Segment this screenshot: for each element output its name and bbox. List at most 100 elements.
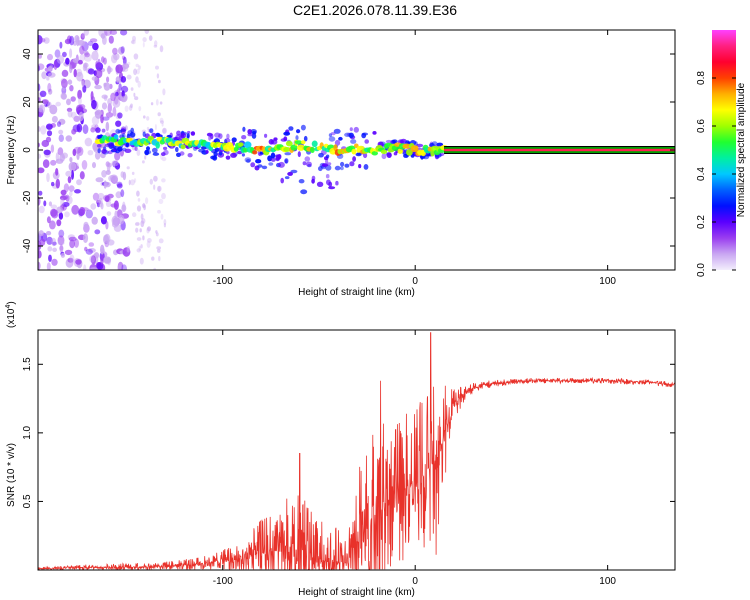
spectrogram-cell <box>38 63 45 70</box>
spectrogram-cell <box>416 143 424 148</box>
spectrogram-cell <box>81 80 85 87</box>
spectrogram-cell <box>69 239 75 249</box>
spectrogram-cell <box>67 79 73 85</box>
spectrogram-cell <box>50 159 57 166</box>
spectrogram-cell <box>67 257 74 263</box>
spectrogram-cell <box>59 245 64 251</box>
spectrogram-cell <box>60 189 67 196</box>
spectrogram-cell <box>38 104 43 113</box>
spectrogram-cell <box>41 99 49 104</box>
spectrogram-cell <box>105 121 110 132</box>
spectrogram-cell <box>87 68 95 75</box>
spectrogram-cell <box>252 150 258 155</box>
spectrogram-cell <box>153 267 157 270</box>
spectrogram-cell <box>268 162 274 166</box>
spectrogram-cell <box>112 99 121 108</box>
spectrogram-cell <box>60 92 67 100</box>
spectrogram-cell <box>134 222 140 226</box>
x-tick-label: 100 <box>599 276 616 287</box>
spectrogram-cell <box>52 247 57 252</box>
spectrogram-cell <box>126 74 132 80</box>
spectrogram-cell <box>46 262 51 270</box>
spectrogram-cell <box>155 132 161 137</box>
spectrogram-cell <box>65 135 73 142</box>
spectrogram-cell <box>144 30 150 34</box>
spectrogram-cell <box>69 35 75 46</box>
spectrogram-cell <box>76 71 84 82</box>
spectrogram-cell <box>241 135 247 140</box>
spectrogram-cell <box>89 255 95 263</box>
spectrogram-cell <box>238 142 244 147</box>
colorbar-gradient <box>712 30 736 270</box>
spectrogram-cell <box>261 165 268 170</box>
spectrogram-cell <box>90 255 96 265</box>
spectrogram-cell <box>179 151 185 156</box>
spectrogram-cell <box>157 209 161 214</box>
spectrogram-cell <box>153 44 158 48</box>
spectrogram-cell <box>58 212 64 220</box>
spectrogram-cell <box>38 83 41 92</box>
spectrogram-cell <box>74 189 81 194</box>
spectrogram-cell <box>155 230 158 234</box>
spectrogram-cell <box>163 219 167 225</box>
spectrogram-cell <box>38 53 42 59</box>
spectrogram-cell <box>52 241 57 246</box>
spectrogram-cell <box>150 102 154 106</box>
spectrogram-cell <box>43 200 47 207</box>
spectrogram-cell <box>81 207 89 212</box>
spectrogram-cell <box>353 126 359 133</box>
spectrogram-cell <box>116 181 123 188</box>
spectrogram-cell <box>275 157 280 162</box>
spectrogram-cell <box>114 151 121 161</box>
spectrogram-cell <box>153 184 156 190</box>
spectrogram-cell <box>103 256 111 264</box>
spectrogram-cell <box>56 121 62 127</box>
spectrogram-cell <box>69 48 73 58</box>
spectrogram-cell <box>141 218 146 224</box>
spectrogram-cell <box>102 35 107 46</box>
spectrogram-cell <box>146 227 150 234</box>
spectrogram-cell <box>147 238 152 243</box>
spectrogram-cell <box>57 240 65 246</box>
spectrogram-cell <box>116 183 123 189</box>
spectrogram-cell <box>65 57 70 65</box>
spectrogram-cell <box>46 231 52 236</box>
spectrogram-cell <box>57 235 65 246</box>
spectrogram-cell <box>210 133 214 140</box>
spectrogram-cell <box>51 115 58 123</box>
spectrogram-cell <box>311 178 315 184</box>
spectrogram-cell <box>125 142 129 148</box>
spectrogram-cell <box>142 131 146 137</box>
spectrogram-cell <box>59 41 63 49</box>
spectrogram-cell <box>38 35 43 45</box>
spectrogram-cell <box>371 151 378 156</box>
spectrogram-cell <box>338 136 343 141</box>
spectrogram-cell <box>120 30 128 36</box>
spectrogram-cell <box>130 40 135 44</box>
spectrogram-cell <box>56 206 63 214</box>
spectrogram-cell <box>38 153 42 159</box>
spectrogram-cell <box>284 158 289 164</box>
spectrogram-cell <box>325 158 329 164</box>
spectrogram-cell <box>112 106 117 117</box>
spectrogram-cell <box>138 106 142 112</box>
spectrogram-cell <box>97 192 105 200</box>
spectrogram-cell <box>348 132 354 138</box>
spectrogram-cell <box>91 216 98 225</box>
spectrogram-cell <box>325 154 330 159</box>
spectrogram-cell <box>130 179 135 186</box>
spectrogram-cell <box>120 128 126 132</box>
spectrogram-cell <box>187 130 191 134</box>
spectrogram-cell <box>91 50 99 61</box>
spectrogram-cell <box>108 35 114 44</box>
spectrogram-cell <box>155 65 159 70</box>
x-tick-label: 0 <box>412 276 418 287</box>
spectrogram-cell <box>41 71 47 80</box>
spectrogram-cell <box>414 141 418 147</box>
figure-title: C2E1.2026.078.11.39.E36 <box>293 2 457 18</box>
spectrogram-cell <box>60 197 65 208</box>
spectrogram-cell <box>104 31 108 37</box>
spectrogram-cell <box>51 181 55 187</box>
spectrogram-cell <box>381 153 387 160</box>
